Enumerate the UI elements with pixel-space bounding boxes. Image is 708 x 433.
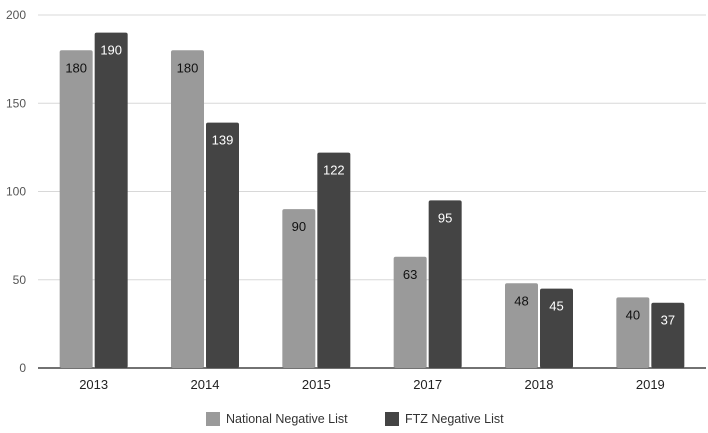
x-tick-label: 2017 bbox=[413, 377, 442, 392]
bar-national-2018 bbox=[505, 283, 538, 368]
data-label: 45 bbox=[549, 299, 563, 314]
y-tick-label: 200 bbox=[6, 8, 26, 22]
legend: National Negative List FTZ Negative List bbox=[206, 412, 504, 426]
bar-national-2017 bbox=[393, 256, 427, 368]
bar-ftz-2017 bbox=[428, 200, 462, 368]
data-label: 95 bbox=[438, 210, 452, 225]
legend-swatch bbox=[206, 412, 220, 426]
legend-label: FTZ Negative List bbox=[405, 412, 504, 426]
data-label: 40 bbox=[626, 307, 640, 322]
bar-national-2015 bbox=[282, 209, 316, 368]
data-label: 122 bbox=[323, 163, 345, 178]
x-axis-ticks: 2013 2014 2015 2017 2018 2019 bbox=[79, 377, 665, 392]
x-tick-label: 2018 bbox=[525, 377, 554, 392]
bars bbox=[59, 32, 685, 369]
bar-national-2019 bbox=[616, 297, 650, 368]
data-label: 180 bbox=[65, 60, 87, 75]
data-label: 139 bbox=[212, 133, 234, 148]
bar-ftz-2019 bbox=[651, 302, 685, 368]
data-label: 90 bbox=[292, 219, 306, 234]
y-axis-ticks: 0 50 100 150 200 bbox=[6, 8, 26, 375]
bar-ftz-2014 bbox=[206, 122, 239, 368]
data-label: 180 bbox=[177, 60, 199, 75]
x-tick-label: 2015 bbox=[302, 377, 331, 392]
data-label: 190 bbox=[100, 43, 122, 58]
bar-ftz-2013 bbox=[94, 32, 128, 369]
bar-ftz-2018 bbox=[540, 288, 573, 368]
y-tick-label: 50 bbox=[13, 273, 27, 287]
legend-swatch bbox=[385, 412, 399, 426]
x-tick-label: 2019 bbox=[636, 377, 665, 392]
y-tick-label: 0 bbox=[19, 361, 26, 375]
bar-national-2014 bbox=[171, 50, 204, 369]
data-label: 48 bbox=[514, 293, 528, 308]
x-tick-label: 2013 bbox=[79, 377, 108, 392]
gridlines bbox=[38, 14, 706, 369]
bar-ftz-2015 bbox=[317, 152, 351, 368]
data-labels: 180 190 180 139 90 122 63 95 48 45 40 37 bbox=[65, 43, 675, 328]
x-tick-label: 2014 bbox=[191, 377, 220, 392]
bar-national-2013 bbox=[59, 50, 93, 369]
data-label: 37 bbox=[661, 313, 675, 328]
y-tick-label: 100 bbox=[6, 185, 26, 199]
y-tick-label: 150 bbox=[6, 96, 26, 110]
data-label: 63 bbox=[403, 267, 417, 282]
legend-label: National Negative List bbox=[226, 412, 348, 426]
